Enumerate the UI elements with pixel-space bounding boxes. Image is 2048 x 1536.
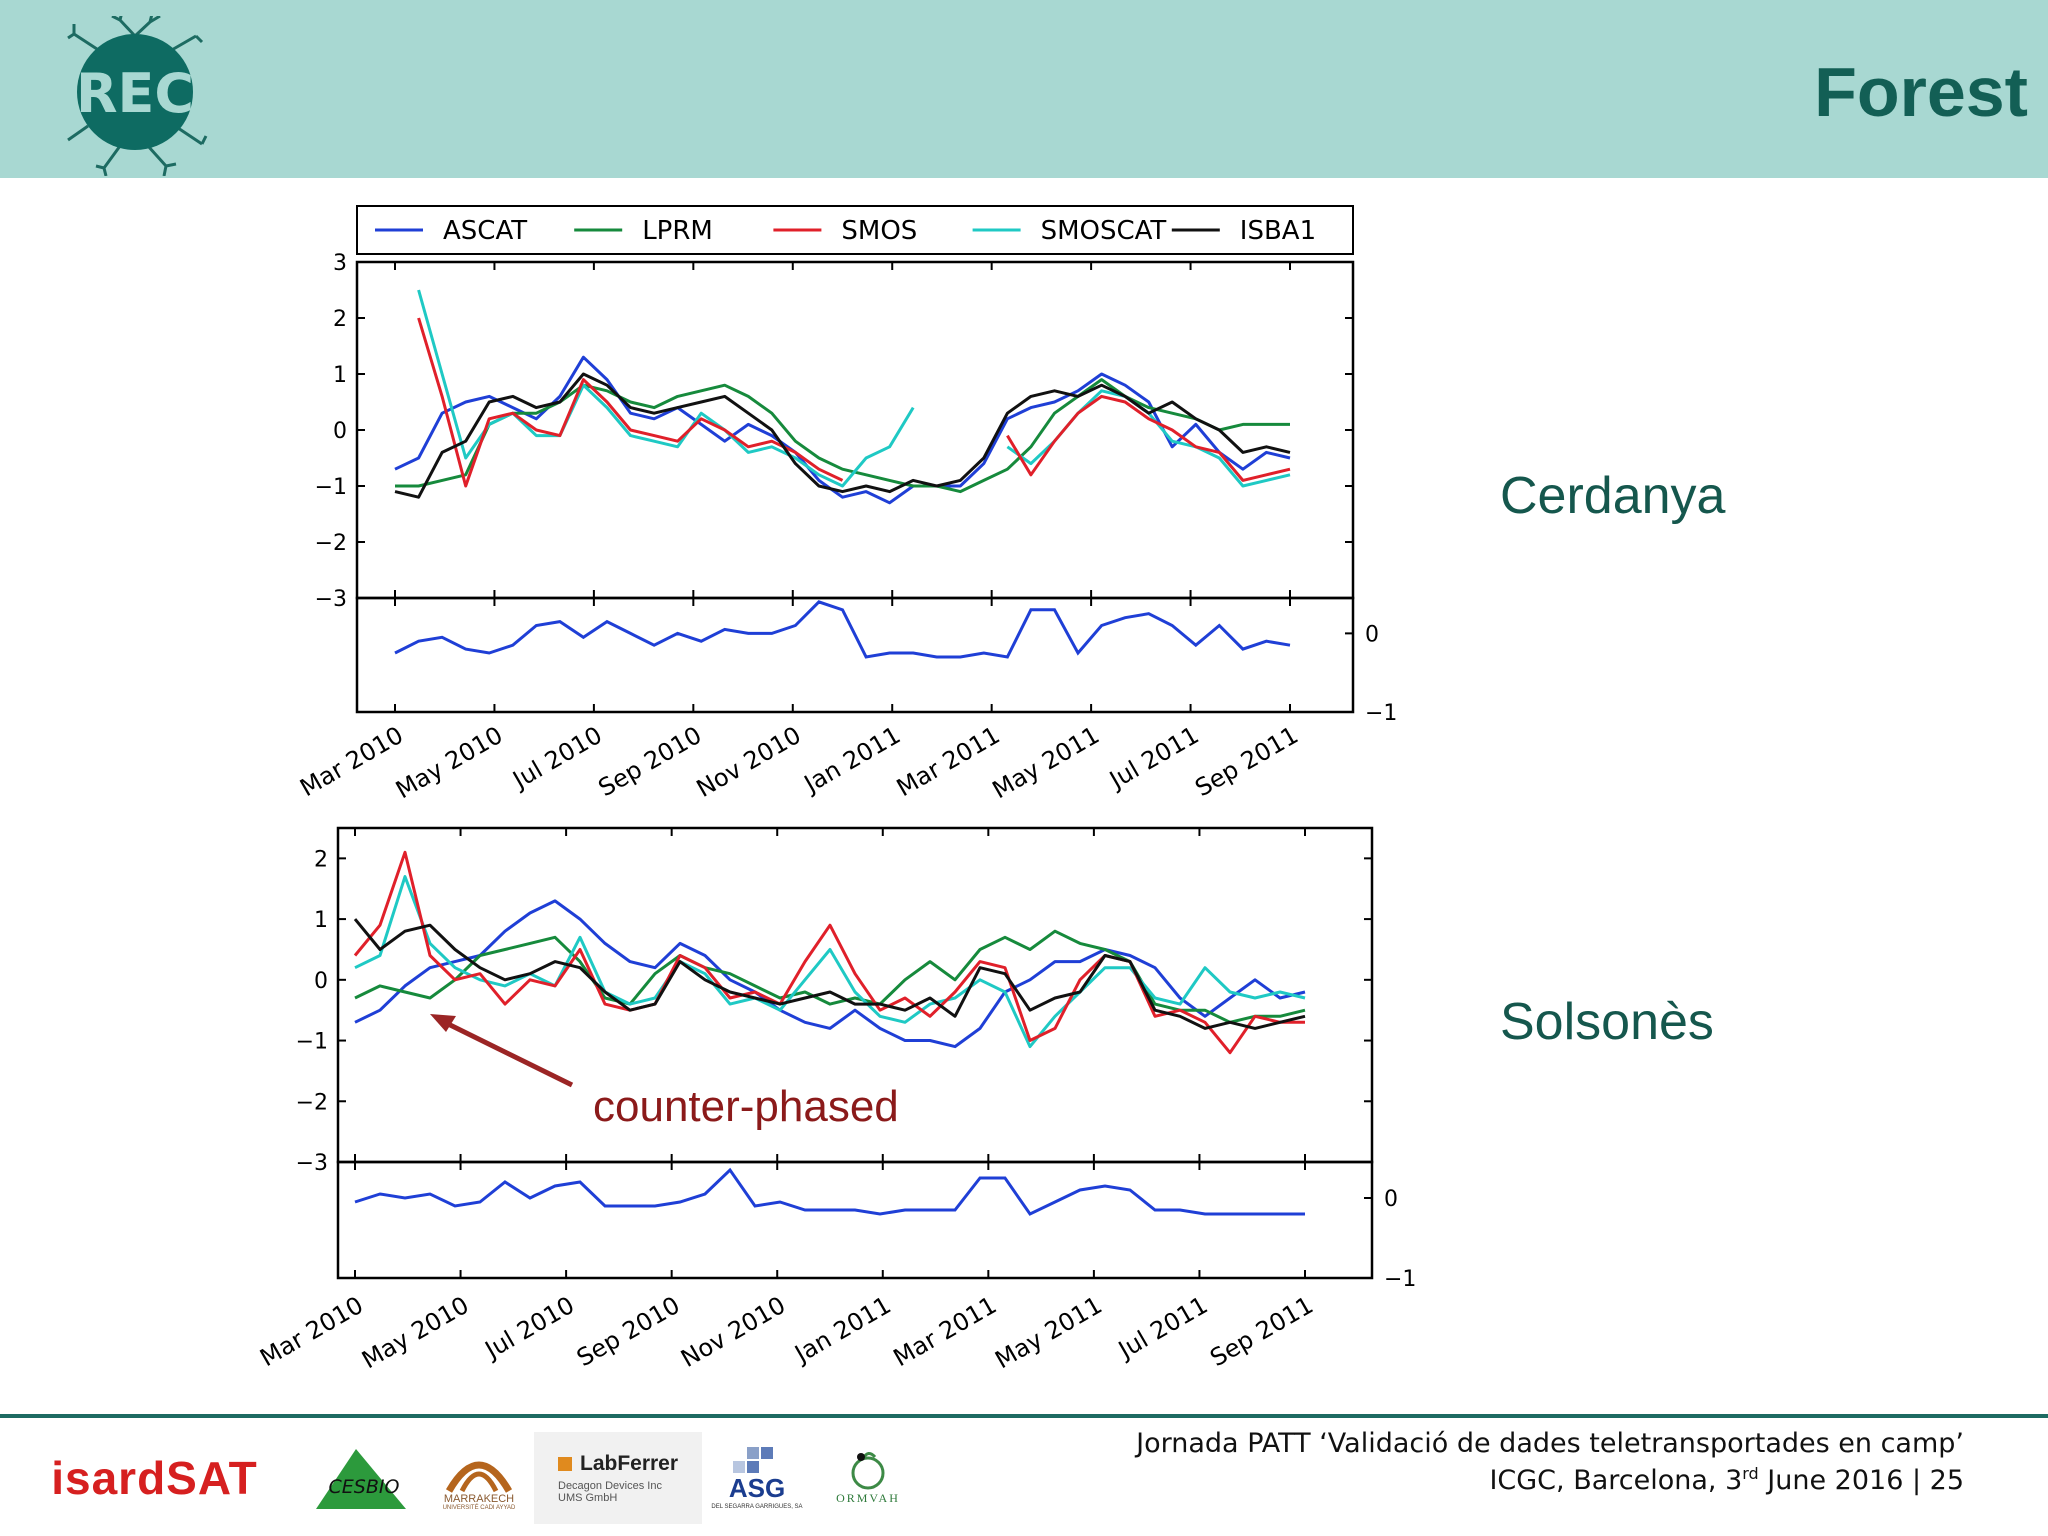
x-tick-label: Sep 2010 (572, 1291, 685, 1372)
series-line-isba1 (394, 372, 1291, 499)
y-tick-label: −3 (315, 587, 347, 612)
x-tick-label: Jul 2011 (1112, 1291, 1212, 1365)
y-tick-label: 2 (333, 307, 347, 332)
x-tick-label: Jan 2011 (789, 1291, 896, 1369)
sub-y-tick-label: 0 (1384, 1187, 1398, 1212)
y-tick-label: −2 (315, 531, 347, 556)
y-tick-label: 0 (314, 969, 328, 994)
sub-axes-frame (336, 1160, 1374, 1280)
legend-label: ASCAT (443, 216, 527, 246)
x-tick-label: May 2010 (357, 1291, 473, 1374)
x-tick-label: Sep 2011 (1190, 721, 1303, 802)
y-tick-label: −2 (296, 1090, 328, 1115)
annotation-label: counter-phased (593, 1082, 899, 1131)
sub-series-line-ascat (354, 1167, 1305, 1216)
sub-y-tick-label: 0 (1365, 622, 1379, 647)
slide-header: REC Forest (0, 0, 2048, 178)
page-title: Forest (1814, 53, 2028, 131)
sponsor-labferrer: LabFerrer Decagon Devices Inc UMS GmbH (534, 1432, 702, 1524)
x-tick-label: Jan 2011 (798, 721, 905, 799)
sub-axes-frame (355, 596, 1355, 714)
asg-squares-icon (733, 1446, 773, 1473)
series-line-ascat (394, 355, 1291, 505)
y-tick-label: −3 (296, 1151, 328, 1176)
chart-cerdanya: ASCAT LPRM SMOS SMOSCAT ISBA1 3 2 1 0 −1 −2 −3 0 −1 Ma… (295, 205, 1397, 804)
main-axes-frame (355, 260, 1355, 600)
isardsat-logo-text: isardSAT (51, 1452, 258, 1504)
series-line-lprm (395, 378, 1290, 494)
sponsor-asg: ASG DEL SEGARRA GARRIGUES, SA (710, 1432, 804, 1524)
y-tick-label: −1 (315, 475, 347, 500)
y-tick-label: −1 (296, 1030, 328, 1055)
sponsor-isardsat: isardSAT (22, 1432, 287, 1524)
footer-event-line: Jornada PATT ‘Validació de dades teletra… (1136, 1428, 1964, 1459)
y-tick-label: 3 (333, 251, 347, 276)
sub-series-line-ascat (394, 600, 1291, 659)
series-line-smoscat (417, 289, 1291, 488)
x-tick-label: May 2011 (990, 1291, 1106, 1374)
y-tick-label: 0 (333, 419, 347, 444)
legend-label: SMOSCAT (1041, 216, 1167, 246)
x-tick-label: Jul 2011 (1103, 721, 1203, 795)
y-tick-label: 1 (314, 908, 328, 933)
region-label-cerdanya: Cerdanya (1500, 467, 1726, 525)
x-tick-label: Jul 2010 (507, 721, 607, 795)
svg-text:CESBIO: CESBIO (329, 1476, 400, 1498)
x-tick-label: Nov 2010 (692, 721, 806, 803)
rec-logo: REC (67, 16, 208, 176)
sponsor-cesbio: CESBIO (306, 1432, 416, 1524)
x-tick-label: Mar 2011 (889, 1291, 1002, 1372)
logo-text: REC (76, 62, 194, 125)
tree-branches-icon (67, 16, 208, 176)
y-tick-label: 1 (333, 363, 347, 388)
annotation-arrow (430, 1014, 574, 1088)
labferrer-square-icon (558, 1457, 572, 1471)
x-tick-label: Sep 2010 (594, 721, 707, 802)
series-line-smos (417, 317, 1291, 488)
series-line-isba1 (353, 918, 1306, 1030)
footer-venue-line: ICGC, Barcelona, 3rd June 2016 | 25 (1489, 1464, 1964, 1496)
legend-label: SMOS (841, 216, 917, 246)
sub-y-tick-label: −1 (1365, 701, 1397, 726)
x-tick-label: Mar 2010 (295, 721, 408, 802)
sponsor-ormvah: ORMVAH (826, 1432, 910, 1524)
x-tick-label: Sep 2011 (1205, 1291, 1318, 1372)
x-tick-label: Mar 2011 (892, 721, 1005, 802)
sub-y-tick-label: −1 (1384, 1267, 1416, 1292)
region-label-solsones: Solsonès (1500, 993, 1714, 1051)
marrakech-arch-icon (445, 1461, 513, 1493)
ormvah-leaf-icon (851, 1451, 885, 1489)
x-tick-label: May 2010 (391, 721, 507, 804)
x-tick-label: Jul 2010 (479, 1291, 579, 1365)
x-tick-label: Mar 2010 (255, 1291, 368, 1372)
sponsor-marrakech: MARRAKECH UNIVERSITÉ CADI AYYAD (438, 1432, 520, 1524)
series-line-smoscat (354, 875, 1306, 1049)
legend-label: ISBA1 (1240, 216, 1316, 246)
legend-label: LPRM (642, 216, 713, 246)
footer-divider (0, 1414, 2048, 1418)
x-tick-label: May 2011 (988, 721, 1104, 804)
series-line-smos (353, 850, 1305, 1055)
charts-area: ASCAT LPRM SMOS SMOSCAT ISBA1 3 2 1 0 −1 −2 −3 0 −1 Ma… (255, 205, 1416, 1374)
logo-circle (77, 34, 193, 150)
y-tick-label: 2 (314, 847, 328, 872)
series-line-ascat (354, 899, 1306, 1049)
x-tick-label: Nov 2010 (676, 1291, 790, 1373)
cesbio-logo-icon: CESBIO (316, 1449, 406, 1509)
